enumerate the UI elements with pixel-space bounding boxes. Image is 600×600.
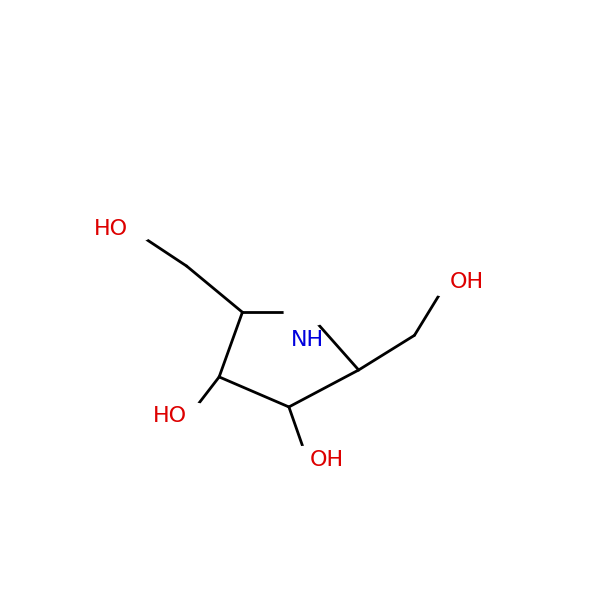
- Ellipse shape: [424, 268, 470, 296]
- Ellipse shape: [284, 298, 331, 326]
- Text: NH: NH: [291, 330, 324, 350]
- Text: OH: OH: [449, 272, 484, 292]
- Ellipse shape: [166, 403, 212, 430]
- Ellipse shape: [107, 215, 154, 243]
- Text: HO: HO: [152, 406, 187, 426]
- Ellipse shape: [284, 446, 331, 474]
- Text: OH: OH: [310, 450, 344, 470]
- Text: HO: HO: [94, 219, 128, 239]
